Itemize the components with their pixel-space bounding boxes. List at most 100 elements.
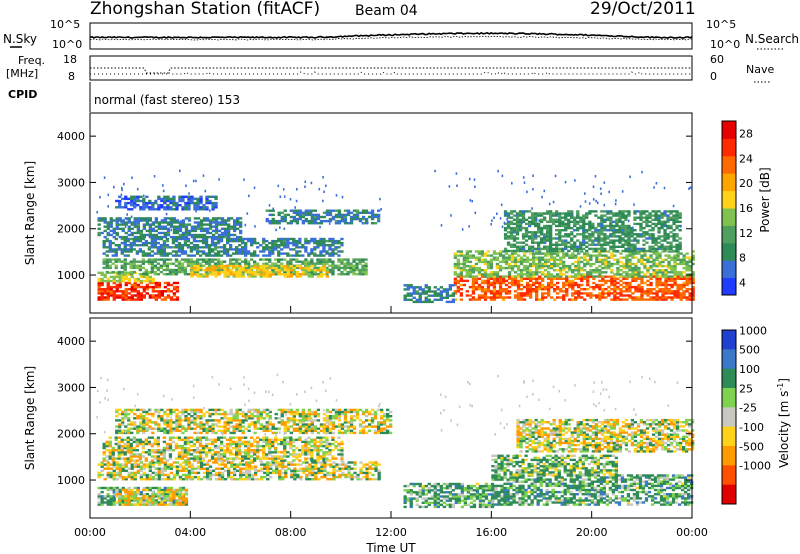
heatmap-cell: [600, 249, 604, 253]
heatmap-cell: [250, 273, 254, 276]
heatmap-cell: [636, 241, 640, 244]
heatmap-cell: [165, 266, 170, 270]
heatmap-cell: [175, 225, 180, 228]
heatmap-cell: [154, 285, 158, 289]
heatmap-cell: [640, 275, 644, 278]
heatmap-cell: [166, 463, 171, 466]
heatmap-cell: [564, 245, 568, 248]
heatmap-cell: [181, 473, 186, 477]
heatmap-cell: [547, 266, 551, 270]
heatmap-cell: [568, 281, 572, 285]
heatmap-cell: [448, 185, 451, 188]
heatmap-cell: [540, 229, 544, 232]
heatmap-cell: [130, 465, 134, 468]
heatmap-cell: [495, 266, 500, 270]
heatmap-cell: [262, 246, 266, 249]
heatmap-cell: [546, 235, 550, 238]
heatmap-cell: [114, 237, 118, 241]
heatmap-cell: [172, 473, 177, 477]
heatmap-cell: [150, 270, 154, 274]
heatmap-cell: [150, 241, 154, 245]
heatmap-cell: [658, 254, 662, 257]
heatmap-cell: [190, 463, 195, 466]
heatmap-cell: [166, 497, 170, 500]
heatmap-cell: [516, 260, 521, 264]
heatmap-cell: [174, 268, 179, 272]
heatmap-cell: [319, 244, 323, 247]
heatmap-cell: [133, 471, 137, 475]
heatmap-cell: [445, 294, 449, 297]
heatmap-cell: [148, 206, 152, 209]
heatmap-cell: [651, 226, 655, 230]
heatmap-cell: [196, 233, 201, 237]
heatmap-cell: [153, 266, 157, 270]
heatmap-cell: [631, 277, 635, 280]
heatmap-cell: [307, 222, 311, 225]
heatmap-cell: [208, 469, 213, 472]
heatmap-cell: [579, 247, 583, 251]
heatmap-cell: [504, 252, 509, 255]
heatmap-cell: [603, 237, 607, 240]
heatmap-cell: [624, 231, 628, 234]
heatmap-cell: [280, 219, 284, 223]
heatmap-cell: [175, 231, 180, 235]
heatmap-cell: [531, 241, 535, 244]
heatmap-cell: [165, 252, 170, 255]
heatmap-cell: [124, 275, 128, 279]
heatmap-cell: [633, 243, 637, 246]
heatmap-cell: [337, 250, 341, 253]
heatmap-cell: [515, 226, 520, 230]
heatmap-cell: [298, 275, 302, 278]
heatmap-cell: [286, 269, 290, 272]
heatmap-cell: [503, 222, 508, 226]
heatmap-cell: [166, 493, 171, 496]
heatmap-cell: [121, 463, 125, 466]
heatmap-cell: [205, 195, 209, 198]
heatmap-cell: [319, 254, 323, 257]
heatmap-cell: [256, 254, 260, 257]
heatmap-cell: [576, 233, 580, 236]
heatmap-cell: [196, 206, 200, 209]
heatmap-cell: [643, 275, 647, 278]
heatmap-cell: [562, 281, 566, 285]
heatmap-cell: [319, 273, 324, 276]
heatmap-cell: [504, 283, 509, 287]
heatmap-cell: [115, 467, 119, 470]
heatmap-cell: [585, 249, 589, 253]
heatmap-cell: [451, 294, 455, 297]
heatmap-cell: [226, 241, 230, 245]
heatmap-cell: [248, 478, 252, 481]
heatmap-cell: [540, 231, 544, 234]
heatmap-cell: [667, 292, 671, 295]
heatmap-cell: [601, 290, 605, 293]
heatmap-cell: [622, 275, 626, 278]
heatmap-cell: [163, 208, 167, 211]
heatmap-cell: [483, 288, 488, 291]
heatmap-cell: [284, 473, 288, 477]
heatmap-cell: [562, 290, 566, 293]
heatmap-cell: [151, 223, 155, 226]
heatmap-cell: [214, 271, 218, 274]
heatmap-cell: [606, 237, 610, 240]
heatmap-cell: [271, 239, 275, 243]
heatmap-cell: [187, 217, 192, 220]
heatmap-cell: [654, 249, 658, 253]
heatmap-cell: [529, 277, 533, 280]
heatmap-cell: [148, 461, 152, 464]
heatmap-cell: [492, 277, 497, 280]
heatmap-cell: [289, 266, 293, 270]
heatmap-cell: [513, 296, 518, 299]
heatmap-cell: [157, 285, 161, 289]
heatmap-cell: [682, 294, 686, 297]
heatmap-cell: [97, 493, 101, 496]
heatmap-cell: [673, 273, 677, 276]
heatmap-cell: [304, 266, 308, 270]
heatmap-cell: [358, 270, 362, 274]
heatmap-cell: [220, 271, 224, 274]
heatmap-cell: [469, 199, 472, 202]
heatmap-cell: [265, 217, 269, 221]
heatmap-cell: [160, 473, 164, 477]
heatmap-cell: [105, 250, 109, 253]
heatmap-cell: [658, 288, 662, 291]
heatmap-cell: [153, 241, 157, 245]
